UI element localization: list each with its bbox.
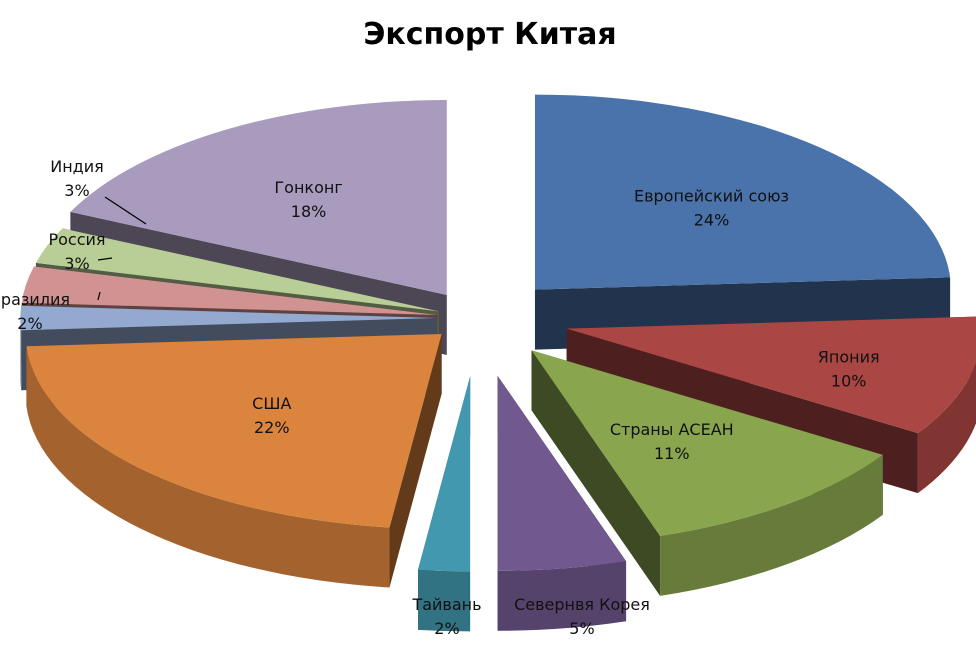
slice-value-label: 5% bbox=[569, 619, 594, 638]
slice-value-label: 22% bbox=[254, 418, 290, 437]
chart-title: Экспорт Китая bbox=[363, 17, 616, 52]
slice-label: Гонконг bbox=[274, 178, 342, 197]
slice-label: Страны АСЕАН bbox=[610, 420, 734, 439]
slice-label: Япония bbox=[818, 348, 880, 367]
slice-label: Тайвань bbox=[411, 595, 481, 614]
slice-label: Индия bbox=[50, 157, 104, 176]
slice-label: Россия bbox=[48, 230, 105, 249]
slice-value-label: 10% bbox=[831, 372, 867, 391]
slice-0 bbox=[534, 94, 951, 350]
slice-wall bbox=[531, 350, 661, 596]
slice-top bbox=[26, 334, 442, 528]
slice-value-label: 2% bbox=[434, 619, 459, 638]
slice-top bbox=[418, 376, 471, 572]
slice-top bbox=[497, 375, 627, 571]
slice-top bbox=[70, 99, 447, 295]
slice-value-label: 3% bbox=[64, 181, 89, 200]
slice-edge bbox=[660, 454, 883, 596]
pie-slices bbox=[20, 94, 976, 632]
leader-line bbox=[97, 291, 101, 301]
slice-4 bbox=[418, 376, 471, 632]
slice-edge bbox=[26, 346, 390, 588]
slice-top bbox=[20, 305, 437, 331]
slice-value-label: 18% bbox=[291, 202, 327, 221]
slice-value-label: 3% bbox=[64, 254, 89, 273]
slice-top bbox=[21, 266, 437, 315]
slice-edge bbox=[418, 569, 471, 632]
leader-line bbox=[104, 196, 147, 225]
slice-label: Севернвя Корея bbox=[514, 595, 650, 614]
slice-labels: Гонконг 18% Европейский союз 24% Индия 3% Росс… bbox=[0, 157, 880, 638]
slice-value-label: 24% bbox=[694, 210, 730, 229]
slice-edge bbox=[20, 318, 22, 391]
slice-label: Бразилия bbox=[0, 290, 70, 309]
slice-3 bbox=[497, 375, 627, 631]
slice-top bbox=[531, 350, 883, 536]
slice-2 bbox=[531, 350, 883, 596]
slice-5 bbox=[26, 334, 442, 588]
slice-top bbox=[35, 228, 439, 312]
slice-label: Европейский союз bbox=[634, 186, 789, 205]
slice-value-label: 11% bbox=[654, 444, 690, 463]
leader-line bbox=[97, 257, 113, 261]
slice-top bbox=[534, 94, 951, 290]
slice-top bbox=[566, 316, 976, 434]
slice-label: США bbox=[252, 394, 291, 413]
slice-edge bbox=[497, 561, 627, 631]
slice-wall bbox=[389, 334, 442, 588]
slice-edge bbox=[917, 363, 976, 494]
slice-value-label: 2% bbox=[17, 314, 42, 333]
leader-lines bbox=[97, 196, 147, 301]
